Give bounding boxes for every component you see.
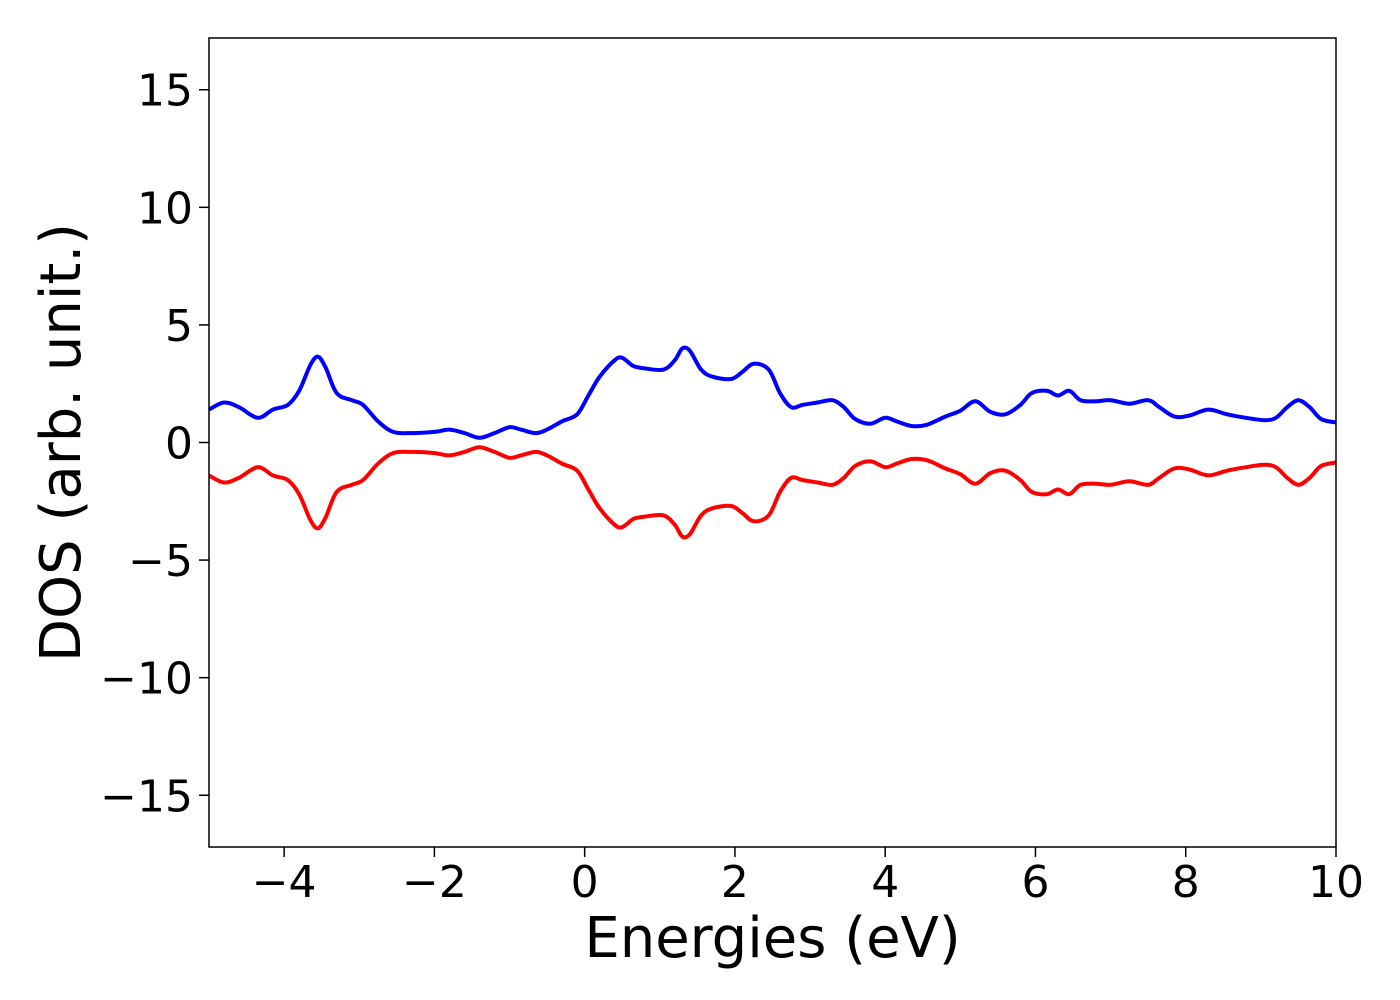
ticks-layer: −4 −2 0 2 4 6 8 10 −15 −10 −5 0 5 10 15 (100, 66, 1364, 908)
series-line-1 (209, 345, 1336, 440)
x-tick-label: 6 (1021, 857, 1049, 908)
x-tick-label: 0 (571, 857, 599, 908)
x-tick-label: 8 (1172, 857, 1200, 908)
y-tick-label: 15 (137, 66, 193, 117)
y-tick-label: 5 (165, 301, 193, 352)
y-tick-label: 10 (137, 183, 193, 234)
y-tick-label: −10 (100, 654, 193, 705)
y-axis-label: DOS (arb. unit.) (29, 223, 94, 662)
y-tick-label: −15 (100, 771, 193, 822)
x-tick-label: −4 (252, 857, 317, 908)
x-tick-label: 2 (721, 857, 749, 908)
x-tick-label: 10 (1308, 857, 1364, 908)
plot-area-frame (208, 37, 1337, 848)
x-axis-label: Energies (eV) (584, 906, 960, 971)
series-layer (209, 345, 1336, 540)
x-tick-label: −2 (402, 857, 467, 908)
y-tick-label: 0 (165, 419, 193, 470)
x-tick-label: 4 (871, 857, 899, 908)
y-tick-label: −5 (128, 536, 193, 587)
series-line-2 (209, 445, 1336, 540)
